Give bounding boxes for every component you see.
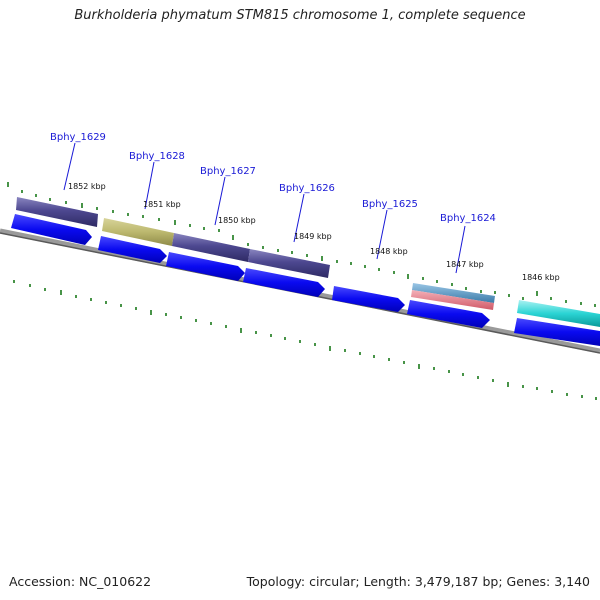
cds-arrow-7[interactable]: [514, 318, 600, 346]
cds-arrow-3[interactable]: [166, 252, 245, 281]
gene-bar-bphy-1624-bottom[interactable]: [411, 290, 494, 310]
map-title: Burkholderia phymatum STM815 chromosome …: [74, 8, 526, 23]
gene-labels: Bphy_1629 Bphy_1628 Bphy_1627 Bphy_1626 …: [50, 132, 496, 224]
leader-bphy-1627: [214, 176, 226, 226]
gene-bar-bphy-1626[interactable]: [248, 249, 330, 278]
position-label: 1852 kbp: [68, 182, 106, 191]
cds-track: [11, 214, 600, 346]
cds-arrow-6[interactable]: [407, 300, 490, 328]
upper-tick-marks: [7, 182, 596, 307]
accession-label: Accession: NC_010622: [9, 574, 152, 589]
gene-label-bphy-1629[interactable]: Bphy_1629: [50, 132, 106, 143]
position-label: 1849 kbp: [294, 232, 332, 241]
gene-leaders: [63, 142, 466, 274]
gene-bar-bphy-1627[interactable]: [172, 233, 250, 262]
gene-track: [16, 197, 600, 327]
leader-bphy-1625: [376, 209, 388, 260]
gene-bar-bphy-1628[interactable]: [102, 218, 174, 246]
gene-label-bphy-1627[interactable]: Bphy_1627: [200, 166, 256, 177]
gene-bar-bphy-1629[interactable]: [16, 197, 98, 227]
upper-tick-row: [7, 182, 596, 307]
cds-arrow-5[interactable]: [332, 286, 405, 312]
leader-bphy-1629: [63, 142, 76, 191]
gene-label-bphy-1625[interactable]: Bphy_1625: [362, 199, 418, 210]
cds-arrow-1[interactable]: [11, 214, 92, 245]
cds-arrow-4[interactable]: [243, 268, 325, 297]
gene-label-bphy-1624[interactable]: Bphy_1624: [440, 213, 496, 224]
gene-bar-bphy-1624-top[interactable]: [412, 283, 495, 303]
gene-bar-next[interactable]: [517, 300, 600, 327]
leader-bphy-1628: [144, 161, 155, 210]
position-labels: 1852 kbp 1851 kbp 1850 kbp 1849 kbp 1848…: [68, 182, 560, 282]
position-label: 1850 kbp: [218, 216, 256, 225]
sequence-stats: Topology: circular; Length: 3,479,187 bp…: [246, 574, 590, 589]
gene-label-bphy-1628[interactable]: Bphy_1628: [129, 151, 185, 162]
lower-tick-row: [13, 280, 597, 400]
position-label: 1851 kbp: [143, 200, 181, 209]
leader-bphy-1626: [293, 193, 305, 243]
position-label: 1847 kbp: [446, 260, 484, 269]
position-label: 1848 kbp: [370, 247, 408, 256]
position-label: 1846 kbp: [522, 273, 560, 282]
lower-tick-marks: [13, 280, 597, 400]
cds-arrow-2[interactable]: [98, 236, 167, 263]
leader-bphy-1624: [455, 225, 466, 274]
gene-label-bphy-1626[interactable]: Bphy_1626: [279, 183, 335, 194]
